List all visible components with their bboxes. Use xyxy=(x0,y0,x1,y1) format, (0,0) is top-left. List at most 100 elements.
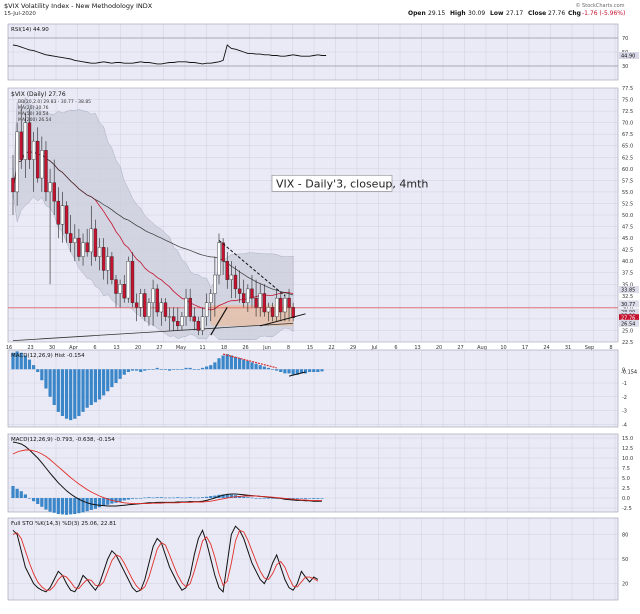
candle-body xyxy=(126,260,131,299)
price-ytick-label: 55.0 xyxy=(622,190,633,196)
price-ytick-label: 22.5 xyxy=(622,340,633,346)
macd-bar xyxy=(15,488,19,498)
rsi-ytick-label: 30 xyxy=(622,64,628,70)
date-axis-label: 29 xyxy=(350,345,356,351)
price-ytick-label: 50.0 xyxy=(622,213,633,219)
macd-hist-bar xyxy=(221,355,225,370)
date-axis-label: 20 xyxy=(135,345,141,351)
macd-ytick-label: 2.5 xyxy=(622,486,630,492)
macd-hist-bar xyxy=(176,369,180,370)
macd-hist-title: MACD(12,26,9) Hist -0.154 xyxy=(11,353,85,359)
price-ytick-label: 60.0 xyxy=(622,167,633,173)
ohlc-low-label: Low xyxy=(490,10,504,17)
candle-body xyxy=(274,297,279,317)
macd-hist-bar xyxy=(254,363,258,370)
macd-hist-bar xyxy=(135,369,139,371)
candle-body xyxy=(85,242,89,253)
macd-bar xyxy=(176,497,180,498)
candle-body xyxy=(73,237,77,243)
macd-bar xyxy=(270,498,275,499)
candle-body xyxy=(134,302,139,308)
macd-hist-ytick-label: -2 xyxy=(622,395,627,401)
ma50-line xyxy=(12,150,294,296)
macd-bar xyxy=(135,498,139,499)
macd-hist-ytick-label: -1 xyxy=(622,381,627,387)
macd-hist-bar xyxy=(312,369,316,372)
candle-body xyxy=(176,321,180,327)
candle-body xyxy=(81,242,85,257)
macd-hist-bar xyxy=(283,369,287,374)
falling-trendline xyxy=(218,240,286,297)
candle-body xyxy=(44,150,48,193)
candle-body xyxy=(262,293,267,313)
price-legend-item: MA(20) 30.76 xyxy=(18,105,49,111)
price-value-tag-label: 33.85 xyxy=(621,288,635,294)
date-axis-label: Aug xyxy=(477,345,487,351)
macd-bar xyxy=(180,497,184,499)
ohlc-low-value: 27.17 xyxy=(506,10,523,17)
macd-bar xyxy=(97,498,102,508)
macd-hist-bar xyxy=(85,369,89,408)
date-axis-label: 10 xyxy=(500,345,506,351)
price-ytick-label: 45.0 xyxy=(622,236,633,242)
macd-bar xyxy=(167,497,172,499)
macd-hist-bar xyxy=(163,369,168,370)
macd-bar xyxy=(308,498,312,499)
macd-bar xyxy=(312,498,316,499)
candle-body xyxy=(250,288,254,299)
rsi-ytick-label: 70 xyxy=(622,36,628,42)
macd-hist-bar xyxy=(316,369,320,372)
macd-bar xyxy=(155,497,159,498)
macd-bar xyxy=(52,498,56,513)
date-axis-label: 20 xyxy=(436,345,442,351)
macd-hist-bar xyxy=(155,367,159,370)
support-trendline xyxy=(260,313,306,327)
macd-bar xyxy=(69,498,73,515)
macd-bar xyxy=(200,497,205,498)
macd-hist-bar xyxy=(81,369,85,412)
macd-bar xyxy=(139,498,143,499)
price-ytick-label: 52.5 xyxy=(622,201,633,207)
macd-hist-bar xyxy=(217,358,221,370)
macd-hist-bar xyxy=(238,358,242,370)
candle-body xyxy=(151,288,155,303)
macd-bar xyxy=(19,491,23,498)
macd-bar xyxy=(151,497,155,499)
macd-bar xyxy=(258,498,262,499)
macd-bar xyxy=(196,497,200,499)
macd-hist-bar xyxy=(97,369,102,400)
macd-bar xyxy=(64,498,69,515)
ohlc-chg-label: Chg xyxy=(568,10,581,17)
macd-hist-bar xyxy=(147,369,151,370)
date-axis-label: Sep xyxy=(585,345,594,351)
macd-ytick-label: 0.0 xyxy=(622,496,630,502)
macd-hist-bar xyxy=(126,369,130,372)
candle-body xyxy=(60,205,65,225)
date-axis-label: 22 xyxy=(328,345,334,351)
macd-hist-bar xyxy=(52,369,56,405)
candle-body xyxy=(11,177,15,193)
macd-bar xyxy=(299,498,303,499)
candle-body xyxy=(291,307,295,318)
macd-bar xyxy=(291,498,295,499)
stoch-title: Full STO %K(14,3) %D(3) 25.06, 22.81 xyxy=(11,521,116,527)
macd-bar xyxy=(85,498,89,512)
chart-symbol-title: $VIX Volatility Index - New Methodology … xyxy=(4,2,153,10)
macd-bar xyxy=(102,498,106,506)
macd-bar xyxy=(118,498,122,502)
macd-bar xyxy=(81,498,85,513)
macd-bar xyxy=(147,497,151,498)
price-legend-item: MA(50) 30.54 xyxy=(18,111,49,117)
date-axis-label: 13 xyxy=(113,345,119,351)
date-axis-label: May xyxy=(176,345,186,351)
macd-hist-bar xyxy=(167,369,172,371)
macd-bar xyxy=(254,498,258,499)
price-value-tag-label: 30.77 xyxy=(621,302,635,308)
macd-hist-bar xyxy=(73,369,77,419)
macd-signal-line xyxy=(12,449,323,505)
price-value-tag xyxy=(619,319,639,327)
candle-body xyxy=(23,122,28,160)
date-axis-label: 6 xyxy=(394,345,397,351)
date-axis-label: 6 xyxy=(93,345,96,351)
macd-bar xyxy=(126,498,130,500)
